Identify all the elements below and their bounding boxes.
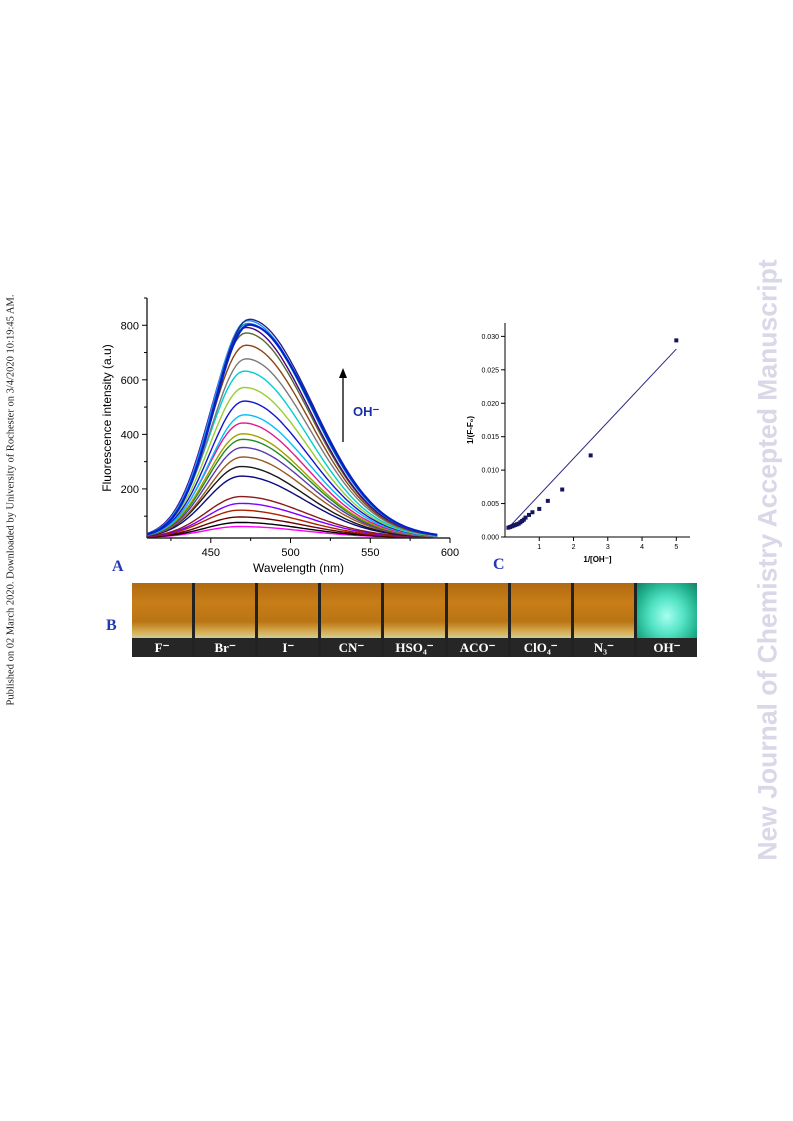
vial-label: HSO₄⁻ (384, 638, 445, 657)
vial: I⁻ (258, 583, 319, 657)
y-tick-label: 0.030 (481, 334, 499, 341)
spectrum-curve (146, 386, 438, 537)
data-point (588, 453, 593, 458)
reciprocal-plot-chart: 1 2 3 4 5 0.000 0.005 0.010 0.015 0.020 0.025 0.030… (466, 323, 690, 564)
spectrum-curve (146, 358, 438, 537)
side-note: Published on 02 March 2020. Downloaded b… (4, 290, 18, 710)
vial-liquid-orange (447, 583, 508, 638)
data-point (545, 498, 550, 503)
panel-label-b: B (106, 617, 117, 634)
vial-label: Br⁻ (195, 638, 256, 657)
vial: N₃⁻ (573, 583, 634, 657)
vial-liquid-orange (321, 583, 382, 638)
y-tick-label: 800 (121, 320, 139, 332)
x-tick-label: 500 (281, 547, 299, 559)
vial-liquid-orange (195, 583, 256, 638)
vial: Br⁻ (195, 583, 256, 657)
y-tick-label: 0.015 (481, 434, 499, 441)
fit-line (506, 348, 677, 530)
vial: OH⁻ (636, 583, 697, 657)
vial: CN⁻ (321, 583, 382, 657)
spectrum-curve (146, 433, 438, 538)
y-axis-label: 1/(F-F₀) (466, 416, 475, 444)
vial: ClO₄⁻ (510, 583, 571, 657)
panel-label-a: A (112, 558, 124, 575)
vial-liquid-orange (510, 583, 571, 638)
fluorescence-spectra-chart: 450 500 550 600 200 400 600 800 Wavelength (nm) F… (100, 297, 459, 575)
vial-liquid-orange (384, 583, 445, 638)
x-tick-label: 5 (674, 544, 678, 551)
y-tick-label: 0.005 (481, 501, 499, 508)
vial: ACO⁻ (447, 583, 508, 657)
vial-liquid-orange (258, 583, 319, 638)
x-tick-label: 4 (640, 544, 644, 551)
vial-label: ACO⁻ (447, 638, 508, 657)
arrow-head (339, 368, 347, 378)
spectrum-curve (146, 326, 438, 536)
vial: F⁻ (132, 583, 193, 657)
x-axis-label: Wavelength (nm) (253, 561, 344, 575)
vial-label: ClO₄⁻ (510, 638, 571, 657)
data-point (674, 338, 679, 343)
panel-label-c: C (493, 556, 505, 573)
data-point (530, 510, 535, 515)
data-point (521, 517, 526, 522)
y-tick-label: 0.000 (481, 535, 499, 542)
x-tick-label: 550 (361, 547, 379, 559)
spectrum-curve (146, 495, 438, 538)
x-axis-label: 1/[OH⁻] (583, 555, 612, 564)
vial-label: F⁻ (132, 638, 193, 657)
watermark-text: New Journal of Chemistry Accepted Manusc… (752, 259, 783, 861)
x-tick-label: 450 (202, 547, 220, 559)
vial-liquid-orange (132, 583, 193, 638)
watermark: New Journal of Chemistry Accepted Manusc… (748, 195, 788, 925)
y-axis-label: Fluorescence intensity (a.u) (100, 344, 114, 491)
vial-label: CN⁻ (321, 638, 382, 657)
vial-label: OH⁻ (636, 638, 697, 657)
y-tick-label: 0.020 (481, 401, 499, 408)
y-tick-label: 600 (121, 375, 139, 387)
data-point (537, 506, 542, 511)
vial-liquid-orange (573, 583, 634, 638)
spectrum-curve (146, 323, 438, 536)
x-tick-label: 2 (572, 544, 576, 551)
vial-photo: F⁻ Br⁻ I⁻ CN⁻ HSO₄⁻ ACO⁻ ClO₄⁻ N₃⁻ OH⁻ (132, 583, 697, 657)
y-tick-label: 200 (121, 484, 139, 496)
vial-label: I⁻ (258, 638, 319, 657)
y-tick-label: 0.025 (481, 367, 499, 374)
x-tick-label: 3 (606, 544, 610, 551)
vial-label: N₃⁻ (573, 638, 634, 657)
vial: HSO₄⁻ (384, 583, 445, 657)
side-note-text: Published on 02 March 2020. Downloaded b… (5, 294, 17, 706)
x-tick-label: 600 (441, 547, 459, 559)
y-tick-label: 0.010 (481, 468, 499, 475)
data-point (526, 512, 531, 517)
spectrum-curve (146, 414, 438, 537)
y-tick-label: 400 (121, 429, 139, 441)
arrow-label: OH⁻ (353, 404, 380, 419)
spectrum-curve (146, 400, 438, 537)
vial-liquid-green (636, 583, 697, 638)
x-tick-label: 1 (537, 544, 541, 551)
spectrum-curve (146, 465, 438, 538)
data-point (523, 515, 528, 520)
data-point (560, 487, 565, 492)
